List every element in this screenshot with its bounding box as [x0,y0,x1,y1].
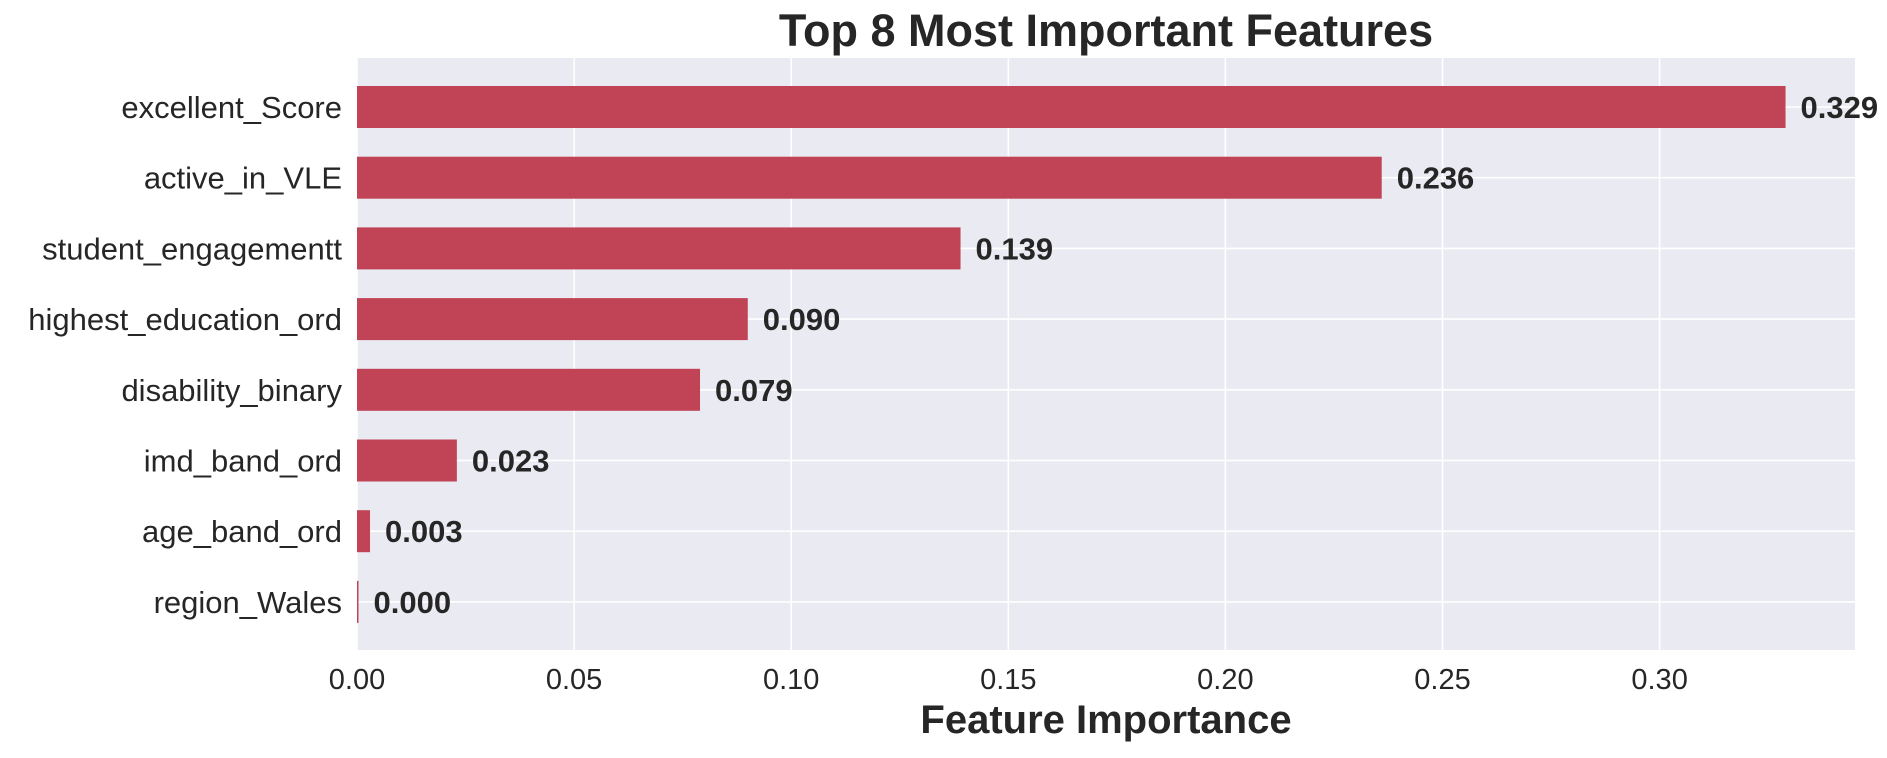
bar-student_engagementt [357,227,961,270]
bar-highest_education_ord [357,298,748,341]
x-tick-label: 0.10 [763,664,819,696]
y-tick-label: region_Wales [154,585,342,620]
bar-age_band_ord [357,510,371,553]
bar-value-label: 0.023 [472,444,550,479]
x-axis-label: Feature Importance [920,698,1291,742]
bar-value-label: 0.003 [385,514,463,549]
x-tick-label: 0.20 [1197,664,1253,696]
y-tick-label: student_engagementt [42,231,342,266]
bar-value-label: 0.329 [1801,90,1879,125]
bar-value-labels: 0.329 0.236 0.139 0.090 0.079 0.023 0.003 0.000 [374,90,1879,620]
bar-imd_band_ord [357,439,457,482]
chart-title: Top 8 Most Important Features [779,5,1433,56]
y-tick-label: imd_band_ord [144,444,342,479]
y-tick-label: active_in_VLE [144,161,342,196]
x-tick-label: 0.05 [546,664,602,696]
x-tick-label: 0.30 [1631,664,1687,696]
bar-active_in_VLE [357,156,1382,199]
bar-value-label: 0.000 [374,585,452,620]
y-tick-label: age_band_ord [142,514,342,549]
y-axis-tick-labels: excellent_Score active_in_VLE student_enga… [28,90,342,620]
x-tick-label: 0.00 [329,664,385,696]
bar-region_Wales [357,580,359,623]
y-tick-label: excellent_Score [121,90,342,125]
y-tick-label: disability_binary [121,373,342,408]
y-tick-label: highest_education_ord [28,302,342,337]
bars [357,86,1786,623]
bar-value-label: 0.139 [976,231,1054,266]
x-tick-label: 0.25 [1414,664,1470,696]
x-axis-tick-labels: 0.00 0.05 0.10 0.15 0.20 0.25 0.30 [329,664,1688,696]
bar-excellent_Score [357,86,1786,128]
bar-value-label: 0.090 [763,302,841,337]
x-tick-label: 0.15 [980,664,1036,696]
bar-value-label: 0.079 [715,373,793,408]
plot-area [357,58,1855,650]
bar-disability_binary [357,368,701,411]
bar-value-label: 0.236 [1397,161,1475,196]
